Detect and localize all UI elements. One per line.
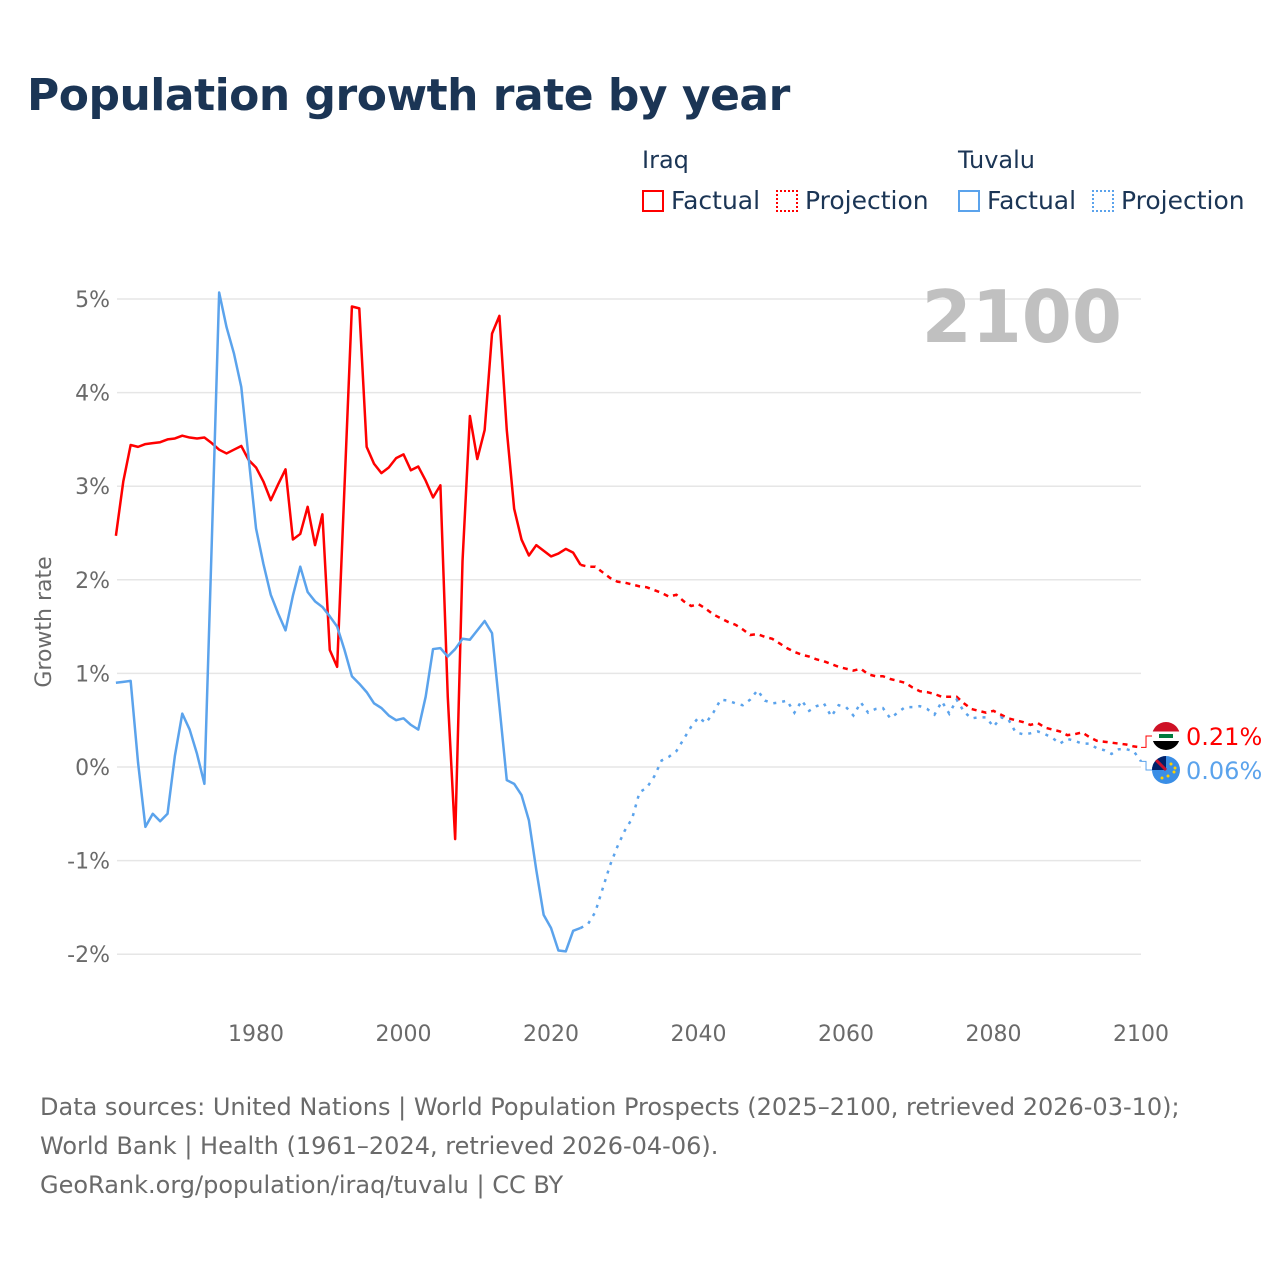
- y-axis-label: Growth rate: [32, 556, 57, 687]
- legend-tuvalu-factual[interactable]: Factual: [958, 186, 1076, 215]
- iraq-factual-line: [114, 305, 582, 841]
- legend-group-tuvalu: Tuvalu: [958, 146, 1036, 174]
- legend-iraq-projection[interactable]: Projection: [776, 186, 929, 215]
- x-tick-label: 1980: [228, 1022, 284, 1047]
- x-tick-label: 2020: [523, 1022, 579, 1047]
- end-connector: [1141, 760, 1154, 771]
- plot-area: 5% 4% 3% 2% 1% 0% -1% -2% 1980 2000 2020 2040 2060 20…: [32, 275, 1262, 1047]
- legend-tuvalu-projection[interactable]: Projection: [1092, 186, 1245, 215]
- legend-group-iraq: Iraq: [642, 146, 689, 174]
- footer-sources: Data sources: United Nations | World Pop…: [40, 1093, 1180, 1160]
- x-tick-label: 2080: [966, 1022, 1022, 1047]
- y-tick-label: 3%: [75, 475, 110, 500]
- legend-swatch-solid: [642, 189, 664, 212]
- legend-swatch-solid: [958, 189, 980, 212]
- chart-title: Population growth rate by year: [27, 70, 790, 121]
- legend-swatch-dotted: [776, 189, 798, 212]
- tuvalu-factual-line: [115, 291, 581, 953]
- footer-credit[interactable]: GeoRank.org/population/iraq/tuvalu | CC …: [40, 1171, 564, 1199]
- year-overlay: 2100: [922, 275, 1122, 359]
- x-tick-label: 2060: [818, 1022, 874, 1047]
- y-tick-label: 1%: [75, 662, 110, 687]
- iraq-end-label: 0.21%: [1186, 723, 1262, 751]
- y-tick-label: -1%: [67, 850, 110, 875]
- y-tick-label: 2%: [75, 569, 110, 594]
- legend-label: Factual: [987, 186, 1077, 215]
- y-tick-label: 4%: [75, 382, 110, 407]
- footer: Data sources: United Nations | World Pop…: [40, 1088, 1240, 1205]
- x-tick-label: 2100: [1113, 1022, 1169, 1047]
- legend-iraq-factual[interactable]: Factual: [642, 186, 760, 215]
- legend-label: Projection: [805, 186, 929, 215]
- y-tick-label: 0%: [75, 756, 110, 781]
- iraq-flag-icon: [1152, 722, 1180, 750]
- tuvalu-end-label: 0.06%: [1186, 757, 1262, 785]
- y-tick-label: 5%: [75, 288, 110, 313]
- y-tick-label: -2%: [67, 943, 110, 968]
- legend-label: Projection: [1121, 186, 1245, 215]
- tuvalu-flag-icon: [1152, 756, 1180, 784]
- legend-label: Factual: [671, 186, 761, 215]
- iraq-projection-line: [580, 563, 1142, 749]
- legend-swatch-dotted: [1092, 189, 1114, 212]
- x-tick-label: 2040: [671, 1022, 727, 1047]
- x-tick-label: 2000: [376, 1022, 432, 1047]
- end-connector: [1141, 735, 1154, 748]
- tuvalu-projection-line: [579, 688, 1143, 930]
